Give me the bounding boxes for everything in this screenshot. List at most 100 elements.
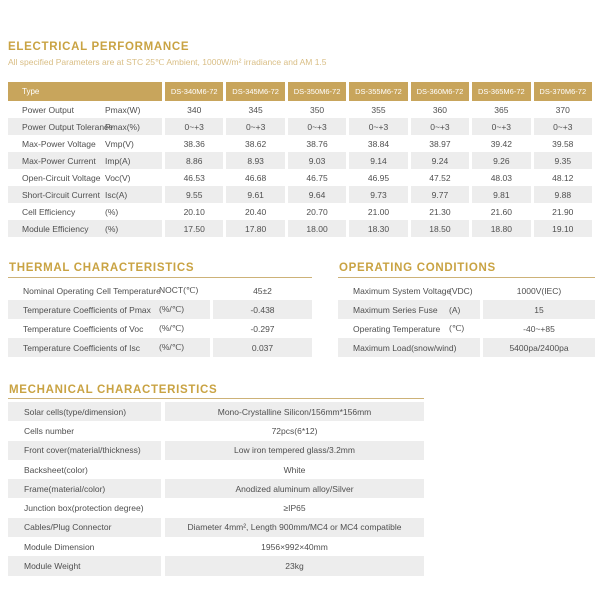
table-row: Max-Power Voltage Vmp(V) 38.36 38.62 38.76 38… [8, 135, 592, 152]
value-cell: 360 [432, 104, 448, 115]
table-row: Max-Power Current Imp(A) 8.86 8.93 9.03 9.14 9… [8, 152, 592, 169]
value-cell: 0~+3 [349, 118, 408, 135]
value-cell: -0.438 [213, 300, 312, 319]
param-name: Maximum Load(snow/wind) [353, 342, 457, 353]
value-cell: 21.60 [490, 206, 512, 217]
model-header-cell: DS-365M6-72 [472, 82, 531, 101]
param-name: Maximum Series Fuse [353, 304, 438, 315]
param-name: Temperature Coefficients of Voc [23, 323, 144, 334]
row-label-cell: Module Weight [8, 556, 161, 576]
param-unit: (%) [105, 206, 119, 217]
value-cell: 20.40 [244, 206, 267, 217]
param-name: Max-Power Voltage [22, 138, 96, 149]
param-unit: Pmax(%) [105, 121, 140, 132]
value-cell: 18.30 [349, 220, 408, 237]
table-row: Junction box(protection degree) ≥IP65 [8, 498, 424, 517]
table-row: Temperature Coefficients of Pmax (%/℃) -0.… [8, 300, 312, 319]
value-cell: 48.12 [552, 172, 574, 183]
table-row: Nominal Operating Cell Temperature NOCT(℃… [8, 281, 312, 300]
value-cell: 345 [248, 104, 263, 115]
value-cell: 39.58 [552, 138, 574, 149]
value-cell: 0~+3 [410, 118, 470, 135]
table-row: Module Dimension 1956×992×40mm [8, 537, 424, 556]
table-row: Temperature Coefficients of Isc (%/℃) 0.03… [8, 338, 312, 357]
param-name: Junction box(protection degree) [24, 503, 144, 514]
param-unit: NOCT(℃) [159, 285, 199, 295]
param-unit: (%/℃) [159, 304, 185, 314]
param-unit: (%) [105, 223, 119, 234]
table-row: Short-Circuit Current Isc(A) 9.55 9.61 9.64 9… [8, 186, 592, 203]
value-cell: Anodized aluminum alloy/Silver [165, 479, 424, 499]
table-row: Maximum Series Fuse (A) 15 [338, 300, 595, 319]
table-row: Module Weight 23kg [8, 556, 424, 576]
param-unit: (%/℃) [159, 323, 185, 333]
electrical-section-title: ELECTRICAL PERFORMANCE [8, 41, 190, 53]
thermal-table-body: Nominal Operating Cell Temperature NOCT(℃… [8, 281, 312, 357]
row-label-cell: Backsheet(color) [8, 460, 161, 479]
value-cell: 0~+3 [287, 118, 347, 135]
value-cell: 9.24 [410, 152, 470, 169]
value-cell: 17.50 [165, 220, 224, 237]
value-cell: 9.35 [533, 152, 592, 169]
row-label-cell: Temperature Coefficients of Voc (%/℃) [8, 319, 210, 338]
value-cell: 5400pa/2400pa [483, 338, 595, 357]
value-cell: 9.14 [349, 152, 408, 169]
value-cell: 350 [309, 104, 325, 115]
value-cell: 355 [371, 104, 386, 115]
row-label-cell: Cables/Plug Connector [8, 517, 161, 538]
value-cell: 18.00 [287, 220, 347, 237]
value-cell: 1956×992×40mm [261, 541, 328, 552]
value-cell: 19.10 [533, 220, 592, 237]
table-row: Frame(material/color) Anodized aluminum a… [8, 479, 424, 499]
table-row: Backsheet(color) White [8, 460, 424, 479]
value-cell: 9.61 [226, 186, 285, 203]
param-name: Cell Efficiency [22, 206, 76, 217]
row-label-cell: Temperature Coefficients of Pmax (%/℃) [8, 300, 210, 319]
table-row: Power Output Tolerance Pmax(%) 0~+3 0~+3 0~+… [8, 118, 592, 135]
row-label-cell: Frame(material/color) [8, 479, 161, 499]
value-cell: 17.80 [226, 220, 285, 237]
thermal-section-title: THERMAL CHARACTERISTICS [9, 262, 195, 274]
table-row: Cables/Plug Connector Diameter 4mm², Leng… [8, 517, 424, 538]
value-cell: 0~+3 [165, 118, 224, 135]
param-unit: Isc(A) [105, 189, 128, 200]
param-unit: Pmax(W) [105, 104, 141, 115]
electrical-table-body: Power Output Pmax(W) 340 345 350 355 360 365 370… [8, 101, 592, 237]
operating-table-body: Maximum System Voltage (VDC) 1000V(IEC) Max… [338, 281, 595, 357]
param-unit: Voc(V) [105, 172, 131, 183]
value-cell: 0~+3 [472, 118, 531, 135]
mechanical-title-rule [8, 398, 424, 399]
mechanical-table-body: Solar cells(type/dimension) Mono-Crystall… [8, 402, 424, 576]
param-name: Power Output Tolerance [22, 121, 114, 132]
model-header-cell: DS-370M6-72 [533, 82, 592, 101]
value-cell: 1000V(IEC) [516, 285, 562, 296]
value-cell: 46.75 [306, 172, 328, 183]
value-cell: 340 [187, 104, 202, 115]
value-cell: 9.73 [349, 186, 408, 203]
value-cell: 38.62 [244, 138, 267, 149]
operating-section-title: OPERATING CONDITIONS [339, 262, 496, 274]
value-cell: 21.90 [552, 206, 574, 217]
param-name: Nominal Operating Cell Temperature [23, 285, 161, 296]
value-cell: 38.36 [183, 138, 205, 149]
value-cell: 46.95 [367, 172, 390, 183]
row-label-cell: Front cover(material/thickness) [8, 440, 161, 460]
row-label-cell: Junction box(protection degree) [8, 498, 161, 517]
table-row: Maximum Load(snow/wind) 5400pa/2400pa [338, 338, 595, 357]
value-cell: 8.86 [165, 152, 224, 169]
value-cell: 20.10 [183, 206, 205, 217]
row-label-cell: Maximum System Voltage (VDC) [338, 281, 480, 300]
row-label-cell: Max-Power Voltage Vmp(V) [8, 135, 162, 152]
value-cell: 9.26 [472, 152, 531, 169]
model-header-cell: DS-350M6-72 [287, 82, 347, 101]
value-cell: 370 [555, 104, 570, 115]
table-row: Maximum System Voltage (VDC) 1000V(IEC) [338, 281, 595, 300]
table-row: Front cover(material/thickness) Low iron … [8, 440, 424, 460]
electrical-section-subtitle: All specified Parameters are at STC 25℃ … [8, 57, 327, 67]
row-label-cell: Temperature Coefficients of Isc (%/℃) [8, 338, 210, 357]
value-cell: White [283, 464, 306, 475]
row-label-cell: Cell Efficiency (%) [8, 203, 162, 220]
row-label-cell: Solar cells(type/dimension) [8, 402, 161, 422]
table-row: Cells number 72pcs(6*12) [8, 421, 424, 440]
